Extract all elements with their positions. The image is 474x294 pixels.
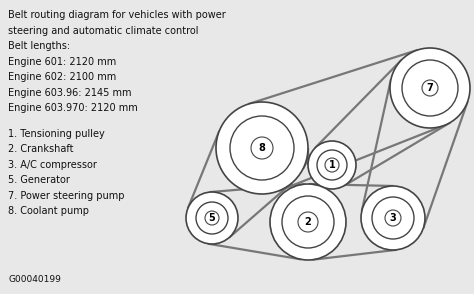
Circle shape (317, 150, 347, 180)
Text: Belt routing diagram for vehicles with power: Belt routing diagram for vehicles with p… (8, 10, 226, 20)
Text: 8: 8 (258, 143, 265, 153)
Circle shape (251, 137, 273, 159)
Text: steering and automatic climate control: steering and automatic climate control (8, 26, 199, 36)
Text: 1. Tensioning pulley: 1. Tensioning pulley (8, 128, 105, 138)
Circle shape (390, 48, 470, 128)
Text: 7: 7 (427, 83, 433, 93)
Circle shape (385, 210, 401, 226)
Text: Engine 603.96: 2145 mm: Engine 603.96: 2145 mm (8, 88, 131, 98)
Circle shape (308, 141, 356, 189)
Circle shape (325, 158, 339, 172)
Circle shape (270, 184, 346, 260)
Circle shape (361, 186, 425, 250)
Circle shape (402, 60, 458, 116)
Circle shape (216, 102, 308, 194)
Text: G00040199: G00040199 (8, 275, 61, 284)
Circle shape (205, 211, 219, 225)
Text: 3. A/C compressor: 3. A/C compressor (8, 160, 97, 170)
Text: 2: 2 (305, 217, 311, 227)
Text: 8. Coolant pump: 8. Coolant pump (8, 206, 89, 216)
Circle shape (230, 116, 294, 180)
Text: 5: 5 (209, 213, 215, 223)
Text: 2. Crankshaft: 2. Crankshaft (8, 144, 73, 154)
Text: Belt lengths:: Belt lengths: (8, 41, 70, 51)
Circle shape (422, 80, 438, 96)
Text: Engine 602: 2100 mm: Engine 602: 2100 mm (8, 72, 116, 82)
Circle shape (282, 196, 334, 248)
Circle shape (196, 202, 228, 234)
Text: 3: 3 (390, 213, 396, 223)
Text: 5. Generator: 5. Generator (8, 175, 70, 185)
Text: 7. Power steering pump: 7. Power steering pump (8, 191, 125, 201)
Circle shape (298, 212, 318, 232)
Text: 1: 1 (328, 160, 336, 170)
Text: Engine 601: 2120 mm: Engine 601: 2120 mm (8, 56, 116, 66)
Circle shape (186, 192, 238, 244)
Text: Engine 603.970: 2120 mm: Engine 603.970: 2120 mm (8, 103, 138, 113)
Circle shape (372, 197, 414, 239)
